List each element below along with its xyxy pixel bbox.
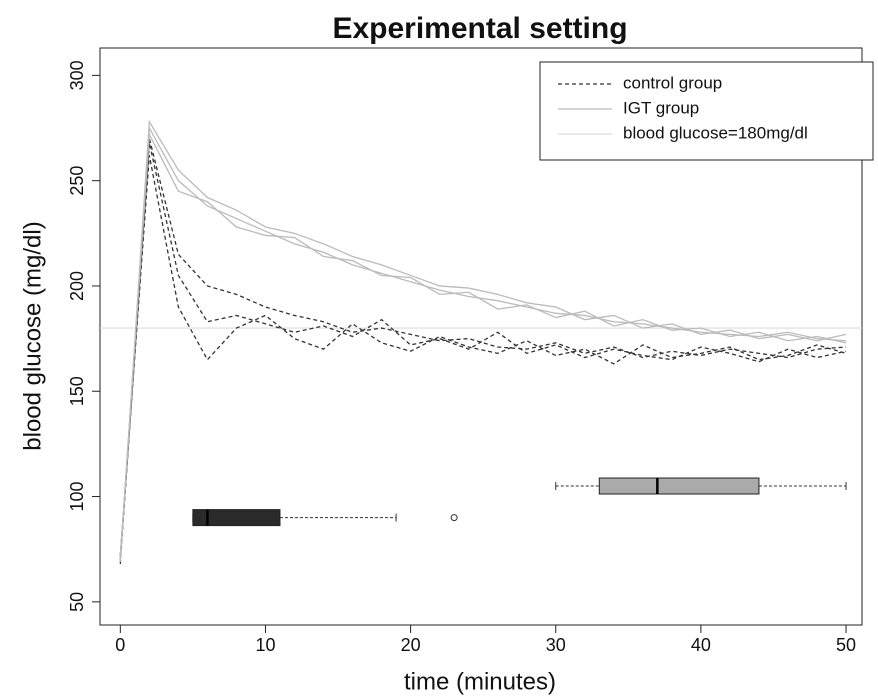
x-tick-label: 10 [255, 635, 275, 655]
legend-label: IGT group [623, 98, 699, 117]
y-tick-label: 150 [67, 376, 87, 406]
x-tick-label: 50 [836, 635, 856, 655]
y-tick-label: 200 [67, 271, 87, 301]
chart-title: Experimental setting [332, 12, 627, 45]
series-line [119, 155, 847, 556]
legend-box [539, 61, 874, 161]
y-axis-label: blood glucose (mg/dl) [19, 221, 46, 450]
y-tick-label: 50 [67, 592, 87, 612]
x-tick-label: 40 [691, 635, 711, 655]
series-line [119, 142, 847, 560]
box [192, 509, 281, 527]
y-tick-label: 100 [67, 482, 87, 512]
x-axis-label: time (minutes) [404, 668, 556, 695]
box [598, 477, 760, 495]
x-tick-label: 0 [115, 635, 125, 655]
legend-label: control group [623, 73, 722, 92]
y-tick-label: 250 [67, 166, 87, 196]
x-tick-label: 30 [546, 635, 566, 655]
x-tick-label: 20 [401, 635, 421, 655]
legend-label: blood glucose=180mg/dl [623, 123, 808, 142]
series-line [119, 119, 847, 562]
series-line [119, 138, 847, 564]
series-line [119, 131, 847, 558]
plot-frame [99, 47, 863, 626]
box-outlier [450, 514, 458, 522]
y-tick-label: 300 [67, 60, 87, 90]
series-line [119, 125, 847, 560]
